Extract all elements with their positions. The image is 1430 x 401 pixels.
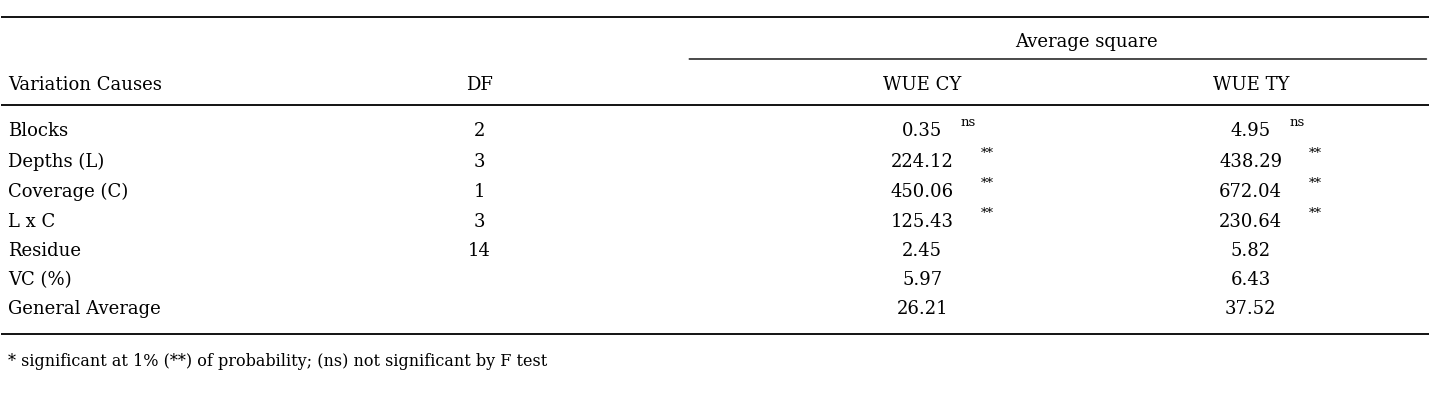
Text: 5.97: 5.97	[902, 271, 942, 289]
Text: 1: 1	[473, 182, 485, 200]
Text: Depths (L): Depths (L)	[7, 152, 104, 170]
Text: DF: DF	[466, 76, 493, 94]
Text: * significant at 1% (**) of probability; (ns) not significant by F test: * significant at 1% (**) of probability;…	[7, 352, 548, 369]
Text: 224.12: 224.12	[891, 152, 954, 170]
Text: 125.43: 125.43	[891, 213, 954, 231]
Text: Average square: Average square	[1015, 32, 1158, 51]
Text: 438.29: 438.29	[1220, 152, 1283, 170]
Text: 672.04: 672.04	[1220, 182, 1283, 200]
Text: 37.52: 37.52	[1226, 300, 1277, 318]
Text: **: **	[1308, 207, 1321, 220]
Text: 5.82: 5.82	[1231, 242, 1271, 260]
Text: General Average: General Average	[7, 300, 160, 318]
Text: **: **	[981, 207, 994, 220]
Text: 2.45: 2.45	[902, 242, 942, 260]
Text: VC (%): VC (%)	[7, 271, 72, 289]
Text: Coverage (C): Coverage (C)	[7, 182, 129, 200]
Text: 0.35: 0.35	[902, 122, 942, 140]
Text: ns: ns	[1290, 116, 1304, 129]
Text: **: **	[1308, 176, 1321, 190]
Text: ns: ns	[961, 116, 977, 129]
Text: **: **	[981, 146, 994, 159]
Text: 14: 14	[468, 242, 490, 260]
Text: Variation Causes: Variation Causes	[7, 76, 162, 94]
Text: 3: 3	[473, 213, 485, 231]
Text: Residue: Residue	[7, 242, 82, 260]
Text: 4.95: 4.95	[1231, 122, 1271, 140]
Text: **: **	[981, 176, 994, 190]
Text: 26.21: 26.21	[897, 300, 948, 318]
Text: 3: 3	[473, 152, 485, 170]
Text: 6.43: 6.43	[1231, 271, 1271, 289]
Text: 2: 2	[473, 122, 485, 140]
Text: WUE CY: WUE CY	[882, 76, 961, 94]
Text: 230.64: 230.64	[1220, 213, 1283, 231]
Text: Blocks: Blocks	[7, 122, 69, 140]
Text: WUE TY: WUE TY	[1213, 76, 1288, 94]
Text: 450.06: 450.06	[891, 182, 954, 200]
Text: **: **	[1308, 146, 1321, 159]
Text: L x C: L x C	[7, 213, 56, 231]
